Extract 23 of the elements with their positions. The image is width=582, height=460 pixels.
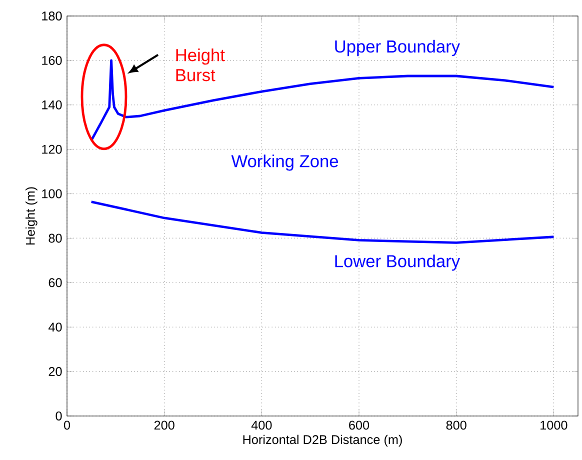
x-tick-label: 1000 bbox=[540, 420, 568, 430]
y-tick-label: 140 bbox=[42, 100, 62, 110]
y-tick-label: 100 bbox=[42, 189, 62, 198]
annotation: Working Zone bbox=[231, 154, 338, 171]
y-axis-title: Height (m) bbox=[26, 187, 38, 245]
y-tick-label: 160 bbox=[42, 56, 62, 65]
y-tick-label: 80 bbox=[48, 234, 62, 243]
y-tick-label: 40 bbox=[48, 322, 62, 332]
x-tick-label: 200 bbox=[154, 420, 174, 430]
annotation: Lower Boundary bbox=[335, 254, 460, 271]
y-tick-label: 120 bbox=[42, 144, 62, 154]
annotation: Upper Boundary bbox=[335, 40, 460, 56]
annotation: Height Burst bbox=[176, 48, 225, 82]
line-series bbox=[90, 200, 555, 244]
x-tick-label: 0 bbox=[64, 420, 70, 430]
y-tick-label: 20 bbox=[48, 367, 62, 376]
y-tick-label: 60 bbox=[48, 278, 62, 288]
x-axis-title: Horizontal D2B Distance (m) bbox=[243, 434, 402, 447]
x-tick-label: 600 bbox=[349, 420, 370, 430]
y-tick-label: 0 bbox=[56, 412, 62, 420]
x-tick-label: 800 bbox=[446, 420, 466, 430]
y-tick-label: 180 bbox=[42, 12, 62, 20]
x-tick-label: 400 bbox=[251, 420, 272, 430]
